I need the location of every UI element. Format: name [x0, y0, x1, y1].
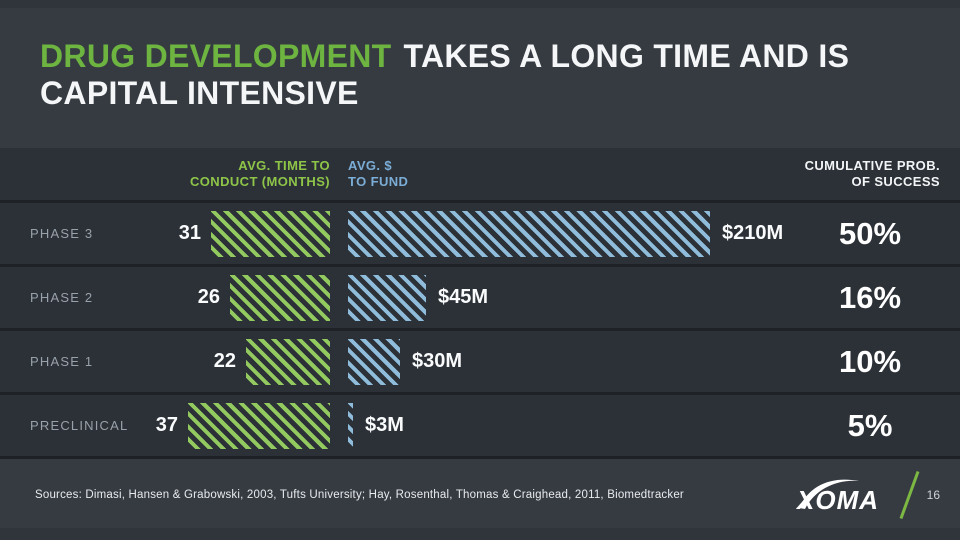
fund-value: $30M [412, 350, 463, 372]
success-prob-value: 50% [838, 215, 902, 251]
bottom-edge-strip [0, 528, 960, 540]
brand-block: XOMA 16 [796, 470, 940, 520]
header-avg-fund: AVG. $ TO FUND [348, 158, 770, 190]
header-avg-time-line2: CONDUCT (MONTHS) [190, 174, 330, 189]
table-header: AVG. TIME TO CONDUCT (MONTHS) AVG. $ TO … [0, 148, 960, 200]
title-rest-line2: CAPITAL INTENSIVE [40, 75, 359, 111]
fund-value: $210M [722, 222, 784, 244]
fund-cell: $30M [348, 338, 805, 385]
header-avg-time: AVG. TIME TO CONDUCT (MONTHS) [150, 158, 330, 190]
table-row-phase-1: PHASE 1 22 $30M 10% [0, 328, 960, 392]
months-value: 37 [155, 414, 178, 436]
fund-value: $3M [365, 414, 404, 436]
time-cell: 37 [150, 402, 330, 449]
table-row-phase-2: PHASE 2 26 $45M 16% [0, 264, 960, 328]
logo-swoosh-icon [798, 479, 859, 509]
months-value: 31 [178, 222, 201, 244]
fund-bar [348, 210, 710, 257]
logo-text: XOMA [796, 485, 879, 515]
header-avg-time-line1: AVG. TIME TO [238, 158, 330, 173]
time-bar [246, 338, 330, 385]
time-bar [188, 402, 330, 449]
green-slash-divider [899, 470, 920, 520]
time-cell: 31 [150, 210, 330, 257]
header-cumulative-prob-line1: CUMULATIVE PROB. [804, 158, 940, 173]
title-rest-line1: TAKES A LONG TIME AND IS [403, 38, 850, 74]
fund-cell: $45M [348, 274, 805, 321]
time-cell: 26 [150, 274, 330, 321]
phase-label: PHASE 3 [30, 226, 94, 241]
months-value: 26 [197, 286, 220, 308]
fund-bar [348, 338, 400, 385]
time-cell: 22 [150, 338, 330, 385]
fund-cell: $3M [348, 402, 805, 449]
phase-label: PHASE 1 [30, 354, 94, 369]
slide-title: DRUG DEVELOPMENT TAKES A LONG TIME AND IS… [40, 38, 920, 112]
sources-text: Sources: Dimasi, Hansen & Grabowski, 200… [35, 489, 684, 501]
table-row-preclinical: PRECLINICAL 37 $3M 5% [0, 392, 960, 456]
footer: Sources: Dimasi, Hansen & Grabowski, 200… [0, 462, 960, 528]
header-avg-fund-line2: TO FUND [348, 174, 409, 189]
success-prob-value: 16% [838, 279, 902, 315]
phase-label: PRECLINICAL [30, 418, 129, 433]
months-value: 22 [213, 350, 236, 372]
phase-label: PHASE 2 [30, 290, 94, 305]
table-row-phase-3: PHASE 3 31 $210M 50% [0, 200, 960, 264]
success-prob-value: 10% [838, 343, 902, 379]
page-number: 16 [926, 488, 940, 502]
phase-table: AVG. TIME TO CONDUCT (MONTHS) AVG. $ TO … [0, 148, 960, 459]
title-highlight: DRUG DEVELOPMENT [40, 38, 392, 74]
header-cumulative-prob-line2: OF SUCCESS [851, 174, 940, 189]
fund-bar [348, 274, 426, 321]
header-cumulative-prob: CUMULATIVE PROB. OF SUCCESS [770, 158, 940, 190]
header-avg-fund-line1: AVG. $ [348, 158, 393, 173]
fund-cell: $210M [348, 210, 805, 257]
xoma-logo: XOMA [796, 479, 879, 515]
fund-value: $45M [438, 286, 489, 308]
time-bar [211, 210, 330, 257]
top-edge-strip [0, 0, 960, 8]
fund-bar [348, 402, 353, 449]
success-prob-value: 5% [847, 407, 893, 443]
time-bar [230, 274, 330, 321]
